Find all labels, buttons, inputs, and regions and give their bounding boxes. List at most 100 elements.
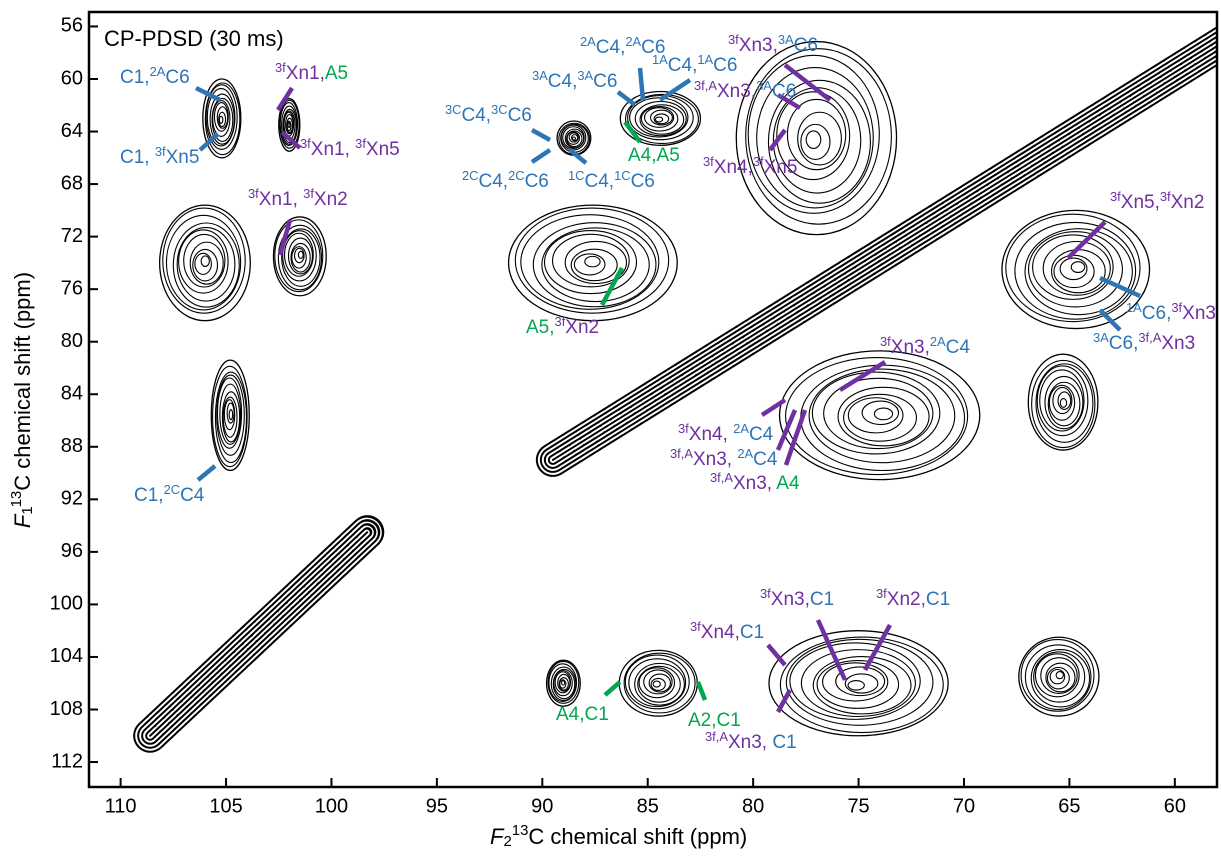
annotation-label: 3fXn3,3AC6 xyxy=(728,32,818,56)
contour-level xyxy=(1046,666,1070,690)
contour-level xyxy=(634,100,687,137)
contour-level xyxy=(1059,257,1088,281)
contour-level xyxy=(205,84,238,150)
contour-level xyxy=(1039,369,1085,432)
contour-level xyxy=(560,124,587,151)
y-tick-label: 64 xyxy=(61,120,83,142)
label-text: C4, xyxy=(668,55,698,76)
label-sup: 2A xyxy=(580,34,596,49)
label-text: Xn5 xyxy=(366,139,400,160)
annotation-arrow xyxy=(695,681,708,701)
annotation-label: 3f,AXn3, 2AC4 xyxy=(670,446,778,470)
label-sup: 13 xyxy=(8,491,25,508)
y-tick-label: 60 xyxy=(61,67,83,89)
contour-level xyxy=(1059,398,1068,408)
annotation-arrow xyxy=(776,688,792,714)
contour-level xyxy=(194,252,212,275)
contour-level xyxy=(206,88,236,147)
label-text: C4 xyxy=(749,424,774,445)
contour-level xyxy=(797,111,842,166)
y-tick-label: 76 xyxy=(61,277,83,299)
label-text: Xn2 xyxy=(314,189,348,210)
label-sup: 3A xyxy=(1093,330,1109,345)
label-text: Xn3, xyxy=(693,449,737,470)
contour-level xyxy=(189,241,224,285)
contour-level xyxy=(652,680,661,688)
label-sup: 3f,A xyxy=(710,470,733,485)
label-sup: 3f,A xyxy=(670,446,693,461)
contour-level xyxy=(219,383,242,445)
annotation-arrow xyxy=(568,148,588,165)
annotation-arrow xyxy=(600,266,624,307)
label-text: A4,A5 xyxy=(628,145,680,166)
diagonal-contour xyxy=(149,44,1217,737)
label-text: A4,C1 xyxy=(556,704,609,725)
label-text: C6 xyxy=(631,171,655,192)
contour-level xyxy=(843,393,917,442)
contour-level xyxy=(204,82,241,156)
label-text: C1 xyxy=(740,622,764,643)
contour-level xyxy=(1034,653,1080,698)
y-axis-label: F113C chemical shift (ppm) xyxy=(8,272,36,528)
contour-level xyxy=(650,677,666,691)
contour-level xyxy=(816,660,900,709)
annotation-label: 3AC6,3f,AXn3 xyxy=(1093,330,1195,354)
y-tick-label: 96 xyxy=(61,540,83,562)
label-sup: 3f xyxy=(760,586,771,601)
contour-level xyxy=(637,665,681,703)
label-sup: 3f xyxy=(703,154,714,169)
label-text: Xn5, xyxy=(1121,192,1160,213)
annotation-label: A2,C1 xyxy=(688,710,741,731)
contour-level xyxy=(789,642,921,720)
contour-level xyxy=(297,250,304,259)
contour-level xyxy=(805,130,822,150)
annotation-label: 1AC4,1AC6 xyxy=(652,52,737,76)
peak xyxy=(619,90,702,146)
annotation-label: 3fXn2,C1 xyxy=(876,586,950,610)
label-text: Xn5 xyxy=(166,147,200,168)
contour-level xyxy=(564,240,628,285)
contour-level xyxy=(571,136,577,141)
contour-level xyxy=(552,668,576,700)
label-sup: 1A xyxy=(1126,300,1142,315)
label-text: Xn2 xyxy=(565,317,599,338)
contour-level xyxy=(847,679,865,691)
x-tick-label: 70 xyxy=(953,795,975,817)
label-text: C4, xyxy=(479,171,509,192)
annotation-label: 3fXn5,3fXn2 xyxy=(1110,189,1204,213)
peak xyxy=(1018,636,1100,717)
annotation-arrow xyxy=(280,130,302,150)
label-sup: 2A xyxy=(930,334,946,349)
peak xyxy=(1001,209,1151,330)
contour-level xyxy=(279,101,299,147)
label-sup: 3f xyxy=(248,186,259,201)
contour-level xyxy=(1048,384,1076,421)
label-sup: 3f xyxy=(690,619,701,634)
label-sup: 1A xyxy=(652,52,668,67)
peak xyxy=(158,204,251,322)
label-text: C6 xyxy=(772,81,796,102)
contour-level xyxy=(285,114,294,135)
contour-level xyxy=(1033,651,1086,703)
peak xyxy=(768,630,949,737)
annotation-label: 3fXn3,2AC4 xyxy=(880,334,970,358)
label-sup: 3f xyxy=(728,32,739,47)
label-text: C1 xyxy=(926,589,950,610)
contour-level xyxy=(183,233,226,288)
x-tick-label: 75 xyxy=(847,795,869,817)
contour-level xyxy=(277,224,323,291)
contour-level xyxy=(212,100,231,137)
annotation-label: 2CC4,2CC6 xyxy=(462,168,549,192)
contour-level xyxy=(1044,375,1084,430)
annotation-label: 3fXn1, 3fXn2 xyxy=(248,186,348,210)
label-text: C4, xyxy=(462,105,492,126)
contour-level xyxy=(1005,213,1141,323)
y-tick-label: 108 xyxy=(50,698,83,720)
annotation-label: C1,2CC4 xyxy=(134,482,205,506)
contour-level xyxy=(557,673,571,692)
annotation-arrow xyxy=(760,398,787,417)
label-sup: 3f xyxy=(1110,189,1121,204)
x-tick-label: 100 xyxy=(315,795,348,817)
contour-level xyxy=(654,116,664,123)
